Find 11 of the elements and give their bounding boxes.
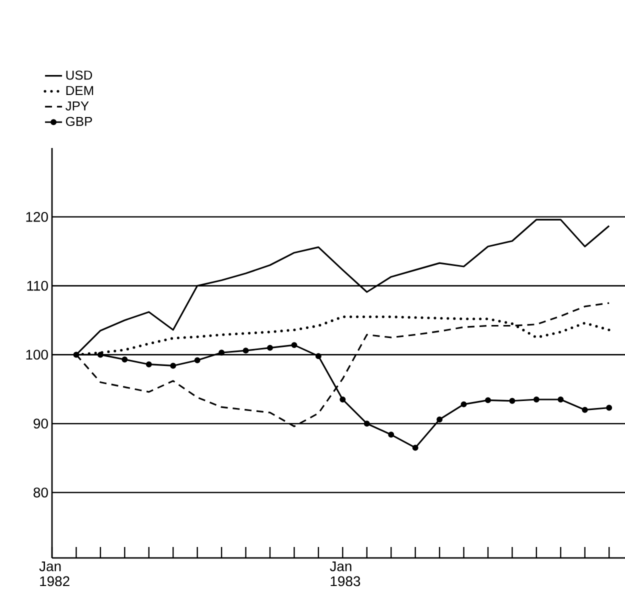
legend-label: USD — [66, 70, 92, 80]
y-tick-label: 110 — [27, 280, 48, 291]
x-tick-label: Jan 1982 — [39, 562, 70, 586]
legend-label: JPY — [66, 101, 89, 111]
legend-label: DEM — [66, 86, 94, 95]
y-tick-label: 80 — [34, 488, 48, 498]
legend-label: GBP — [66, 116, 92, 126]
y-tick-label: 100 — [26, 350, 48, 360]
y-tick-label: 120 — [26, 212, 48, 222]
y-tick-label: 90 — [34, 418, 48, 429]
x-tick-label: Jan 1983 — [330, 562, 360, 586]
